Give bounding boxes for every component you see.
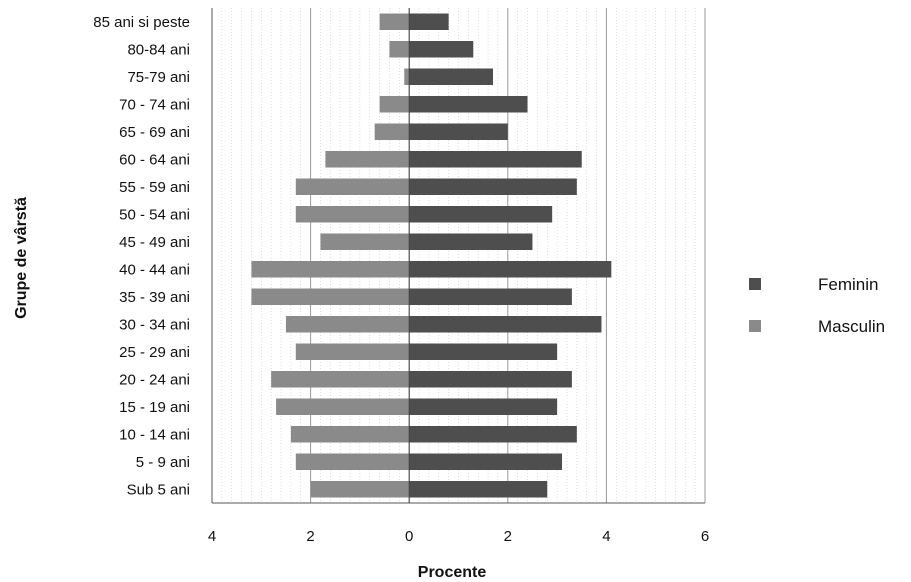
bar-feminin — [409, 343, 558, 360]
category-label: 75-79 ani — [127, 69, 190, 86]
x-tick-label: 0 — [405, 528, 413, 545]
category-labels: 85 ani si peste 80-84 ani 75-79 ani 70 - 74… — [93, 14, 190, 499]
bar-feminin — [409, 481, 548, 498]
category-label: 60 - 64 ani — [119, 151, 190, 168]
category-label: 40 - 44 ani — [119, 261, 190, 278]
bar-feminin — [409, 68, 494, 85]
category-label: 15 - 19 ani — [119, 399, 190, 416]
category-label: 20 - 24 ani — [119, 371, 190, 388]
x-tick-label: 2 — [306, 528, 314, 545]
x-tick-labels: 4 2 0 2 4 6 — [208, 528, 709, 545]
category-label: 25 - 29 ani — [119, 344, 190, 361]
bar-masculin — [320, 233, 410, 250]
bar-feminin — [409, 316, 602, 333]
category-label: 55 - 59 ani — [119, 179, 190, 196]
bar-masculin — [295, 453, 410, 470]
category-label: 30 - 34 ani — [119, 316, 190, 333]
bar-masculin — [325, 151, 410, 168]
x-tick-label: 6 — [701, 528, 709, 545]
bar-feminin — [409, 123, 508, 140]
bar-feminin — [409, 233, 533, 250]
bar-feminin — [409, 398, 558, 415]
category-label: Sub 5 ani — [127, 481, 190, 498]
category-label: 80-84 ani — [127, 41, 190, 58]
bar-feminin — [409, 151, 582, 168]
bar-masculin — [251, 261, 410, 278]
axes — [211, 8, 705, 504]
bar-masculin — [310, 481, 410, 498]
category-label: 65 - 69 ani — [119, 124, 190, 141]
bar-feminin — [409, 426, 577, 443]
category-label: 85 ani si peste — [93, 14, 190, 31]
bar-masculin — [271, 371, 410, 388]
bar-feminin — [409, 96, 528, 113]
category-label: 5 - 9 ani — [136, 454, 190, 471]
bar-masculin — [285, 316, 410, 333]
bar-masculin — [295, 178, 410, 195]
bar-feminin — [409, 261, 612, 278]
bar-masculin — [389, 41, 410, 58]
x-axis-title: Procente — [418, 564, 487, 581]
category-label: 70 - 74 ani — [119, 96, 190, 113]
x-tick-label: 4 — [208, 528, 216, 545]
bar-feminin — [409, 206, 553, 223]
bar-masculin — [379, 96, 410, 113]
category-label: 10 - 14 ani — [119, 426, 190, 443]
legend-swatch-feminin — [749, 278, 761, 290]
bar-masculin — [404, 68, 410, 85]
legend-label-feminin: Feminin — [818, 275, 878, 294]
bar-feminin — [409, 288, 572, 305]
bar-feminin — [409, 178, 577, 195]
bar-masculin — [379, 13, 410, 30]
bar-masculin — [251, 288, 410, 305]
bar-masculin — [374, 123, 410, 140]
bar-feminin — [409, 41, 474, 58]
bar-masculin — [276, 398, 410, 415]
category-label: 50 - 54 ani — [119, 206, 190, 223]
bar-feminin — [409, 453, 563, 470]
category-label: 35 - 39 ani — [119, 289, 190, 306]
legend-label-masculin: Masculin — [818, 317, 885, 336]
bar-masculin — [295, 206, 410, 223]
bar-masculin — [290, 426, 410, 443]
legend: Feminin Masculin — [749, 275, 885, 336]
x-tick-label: 4 — [602, 528, 610, 545]
bar-feminin — [409, 13, 449, 30]
bars — [251, 13, 612, 498]
bar-feminin — [409, 371, 572, 388]
legend-swatch-masculin — [749, 320, 761, 332]
bar-masculin — [295, 343, 410, 360]
y-axis-title: Grupe de vârstă — [13, 197, 30, 319]
category-label: 45 - 49 ani — [119, 234, 190, 251]
x-tick-label: 2 — [504, 528, 512, 545]
